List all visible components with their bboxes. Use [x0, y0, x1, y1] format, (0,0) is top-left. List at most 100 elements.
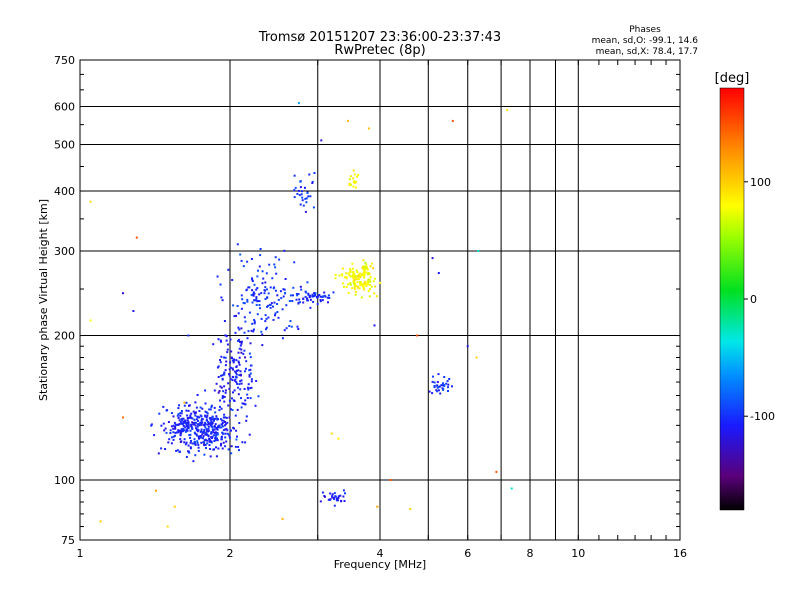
data-point	[246, 386, 249, 389]
data-point	[237, 338, 240, 341]
data-point	[187, 425, 189, 428]
data-point	[235, 438, 238, 441]
data-point	[279, 290, 282, 293]
data-point	[353, 276, 356, 279]
data-point	[349, 282, 352, 285]
data-point	[281, 337, 284, 340]
data-point	[183, 404, 186, 407]
data-point	[353, 288, 356, 291]
data-point	[172, 427, 175, 430]
data-point	[201, 433, 204, 436]
data-point	[206, 442, 209, 445]
data-point	[180, 428, 183, 431]
data-point	[204, 438, 207, 441]
data-point	[209, 418, 212, 421]
data-point	[228, 400, 231, 402]
data-point	[214, 411, 217, 414]
data-point	[284, 292, 286, 294]
data-point	[238, 422, 241, 424]
data-point	[225, 335, 228, 338]
data-point	[296, 192, 299, 195]
data-point	[274, 312, 277, 315]
data-point	[89, 200, 92, 203]
data-point	[237, 393, 240, 396]
data-point	[236, 243, 239, 246]
data-point	[178, 419, 181, 422]
data-point	[316, 296, 319, 299]
data-point	[431, 392, 434, 395]
data-point	[182, 421, 185, 423]
data-point	[257, 269, 259, 272]
data-point	[174, 431, 177, 434]
data-point	[247, 383, 250, 386]
data-point	[225, 440, 228, 443]
data-point	[208, 438, 211, 441]
data-point	[266, 296, 269, 299]
data-point	[180, 430, 183, 433]
data-point	[235, 429, 238, 432]
data-point	[172, 431, 175, 434]
data-point	[306, 299, 309, 302]
data-point	[190, 423, 193, 426]
data-point	[194, 401, 197, 404]
data-point	[442, 382, 444, 385]
data-point	[172, 415, 175, 418]
data-point	[314, 292, 317, 295]
data-point	[191, 442, 194, 445]
data-point	[288, 300, 291, 302]
data-point	[226, 348, 229, 351]
data-point	[433, 385, 436, 387]
data-point	[194, 454, 197, 457]
data-point	[135, 236, 138, 239]
data-point	[239, 380, 242, 383]
data-point	[250, 258, 253, 260]
data-point	[205, 416, 208, 419]
data-point	[220, 442, 223, 445]
data-point	[252, 291, 255, 294]
data-point	[265, 326, 268, 329]
data-point	[431, 257, 434, 260]
data-point	[349, 175, 352, 178]
data-point	[184, 430, 187, 433]
data-point	[369, 276, 372, 279]
data-point	[217, 426, 219, 428]
data-point	[192, 460, 195, 463]
data-point	[234, 371, 237, 374]
data-point	[185, 429, 188, 432]
data-point	[255, 296, 258, 299]
data-point	[233, 315, 236, 318]
data-point	[215, 434, 218, 437]
x-tick-label: 10	[571, 547, 585, 560]
data-point	[195, 418, 198, 421]
data-point	[228, 368, 231, 371]
data-point	[331, 493, 334, 496]
data-point	[351, 262, 354, 265]
data-point	[256, 275, 259, 278]
data-point	[190, 426, 193, 428]
data-point	[305, 201, 308, 204]
data-point	[306, 297, 308, 300]
phase-stats-o: mean, sd,O: -99.1, 14.6	[592, 36, 699, 46]
data-point	[363, 268, 366, 271]
data-point	[158, 412, 161, 415]
data-point	[289, 294, 292, 297]
data-point	[235, 359, 238, 362]
data-point	[227, 448, 230, 451]
data-point	[356, 286, 359, 289]
data-point	[170, 436, 173, 439]
data-point	[238, 328, 241, 331]
data-point	[228, 374, 231, 377]
data-point	[305, 197, 308, 200]
data-point	[302, 301, 305, 304]
data-point	[205, 419, 208, 422]
data-point	[249, 372, 252, 375]
data-point	[207, 427, 210, 430]
data-point	[246, 337, 249, 340]
data-point	[273, 263, 276, 266]
data-point	[240, 406, 243, 409]
data-point	[264, 314, 267, 317]
data-point	[356, 281, 359, 284]
data-point	[306, 281, 309, 284]
data-point	[190, 439, 193, 442]
data-point	[307, 195, 310, 198]
